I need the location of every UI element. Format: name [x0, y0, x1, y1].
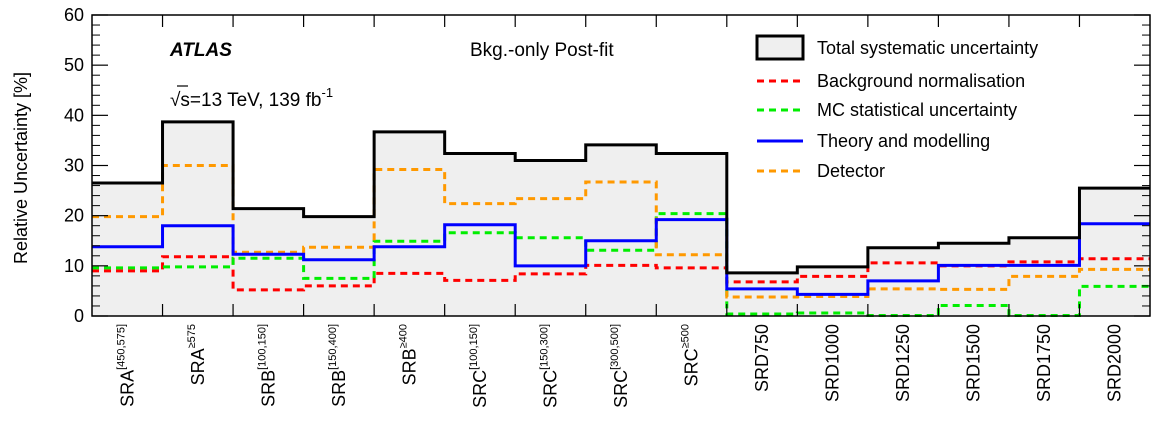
atlas-label: ATLAS [169, 40, 232, 61]
category-base: SRB [399, 348, 419, 385]
x-category-text: SRA[450,575] [115, 324, 137, 407]
legend-label-2: MC statistical uncertainty [817, 100, 1017, 120]
x-category-label: SRC≥500 [680, 324, 702, 386]
series-line-3 [92, 218, 1150, 296]
x-category-label: SRB≥400 [397, 324, 419, 385]
x-category-text: SRB[100,150] [256, 324, 278, 407]
total-uncertainty-area [92, 121, 1150, 316]
x-category-text: SRC[300,500] [609, 324, 631, 408]
x-axis-categories: SRA[450,575] SRA≥575SRB[100,150]SRB[150,4… [115, 324, 1124, 408]
y-tick-label: 10 [64, 256, 84, 276]
category-superscript: [150,400] [327, 324, 339, 370]
x-category-label: SRC[300,500] [609, 324, 631, 408]
x-category-label: SRB[150,400] [327, 324, 349, 407]
category-base: SRD2000 [1105, 324, 1125, 402]
energy-label-main: √s=13 TeV, 139 fb [170, 90, 321, 111]
y-axis-ticks: 0 10 20 30 40 50 60 [64, 5, 1150, 326]
y-axis-label: Relative Uncertainty [%] [11, 72, 31, 264]
y-tick-label: 20 [64, 206, 84, 226]
series-line-1 [92, 255, 1150, 292]
legend: Total systematic uncertainty Background n… [755, 34, 1038, 181]
category-base: SRC [611, 370, 631, 408]
x-category-text: SRC[150,300] [538, 324, 560, 408]
energy-label: √s=13 TeV, 139 fb-1 [170, 85, 333, 111]
category-superscript: ≥400 [397, 324, 409, 348]
y-tick-label: 0 [74, 306, 84, 326]
y-tick-label: 30 [64, 156, 84, 176]
series-layer [92, 120, 1150, 317]
x-category-text: SRD1000 [823, 324, 843, 402]
category-base: SRB [329, 370, 349, 407]
x-category-text: SRB≥400 [397, 324, 419, 385]
category-superscript: [100,150] [256, 324, 268, 370]
category-base: SRC [470, 370, 490, 408]
x-category-text: SRD1250 [893, 324, 913, 402]
category-base: SRB [258, 370, 278, 407]
x-category-label: SRC[100,150] [468, 324, 490, 408]
x-category-label: SRC[150,300] [538, 324, 560, 408]
y-tick-label: 50 [64, 55, 84, 75]
x-category-label: SRA≥575 [186, 324, 208, 385]
total-uncertainty-fill [92, 121, 1150, 316]
x-category-text: SRC≥500 [680, 324, 702, 386]
x-category-label: SRD1250 [893, 324, 913, 402]
legend-label-1: Background normalisation [817, 71, 1025, 91]
category-superscript: [150,300] [538, 324, 550, 370]
x-category-label: SRD2000 [1105, 324, 1125, 402]
y-tick-label: 40 [64, 105, 84, 125]
legend-label-3: Theory and modelling [817, 131, 990, 151]
category-base: SRA [117, 370, 137, 407]
x-category-text: SRB[150,400] [327, 324, 349, 407]
category-base: SRD750 [752, 324, 772, 392]
x-category-text: SRC[100,150] [468, 324, 490, 408]
y-tick-label: 60 [64, 5, 84, 25]
legend-label-0: Total systematic uncertainty [817, 38, 1038, 58]
series-line-2 [92, 212, 1150, 317]
x-category-text: SRA≥575 [186, 324, 208, 385]
x-category-text: SRD1750 [1034, 324, 1054, 402]
fit-label: Bkg.-only Post-fit [470, 40, 614, 61]
legend-swatch-total [755, 34, 805, 61]
category-base: SRA [188, 348, 208, 385]
category-base: SRC [540, 370, 560, 408]
category-base: SRD1000 [823, 324, 843, 402]
category-superscript: [300,500] [609, 324, 621, 370]
series-line-4 [92, 164, 1150, 299]
category-base: SRD1500 [964, 324, 984, 402]
category-base: SRD1250 [893, 324, 913, 402]
legend-label-4: Detector [817, 161, 885, 181]
category-superscript: ≥500 [680, 324, 692, 348]
category-superscript: [450,575] [115, 324, 127, 370]
x-category-label: SRD1000 [823, 324, 843, 402]
x-category-label: SRB[100,150] [256, 324, 278, 407]
x-category-label: SRD750 [752, 324, 772, 392]
series-line-0 [92, 120, 1150, 275]
category-base: SRC [682, 348, 702, 386]
energy-label-sup: -1 [321, 85, 333, 100]
category-superscript: ≥575 [186, 324, 198, 348]
x-category-text: SRD1500 [964, 324, 984, 402]
category-base: SRD1750 [1034, 324, 1054, 402]
x-category-text: SRD2000 [1105, 324, 1125, 402]
x-category-label: SRA[450,575] [115, 324, 137, 407]
x-category-label: SRD1500 [964, 324, 984, 402]
x-category-text: SRD750 [752, 324, 772, 392]
x-category-label: SRD1750 [1034, 324, 1054, 402]
category-superscript: [100,150] [468, 324, 480, 370]
